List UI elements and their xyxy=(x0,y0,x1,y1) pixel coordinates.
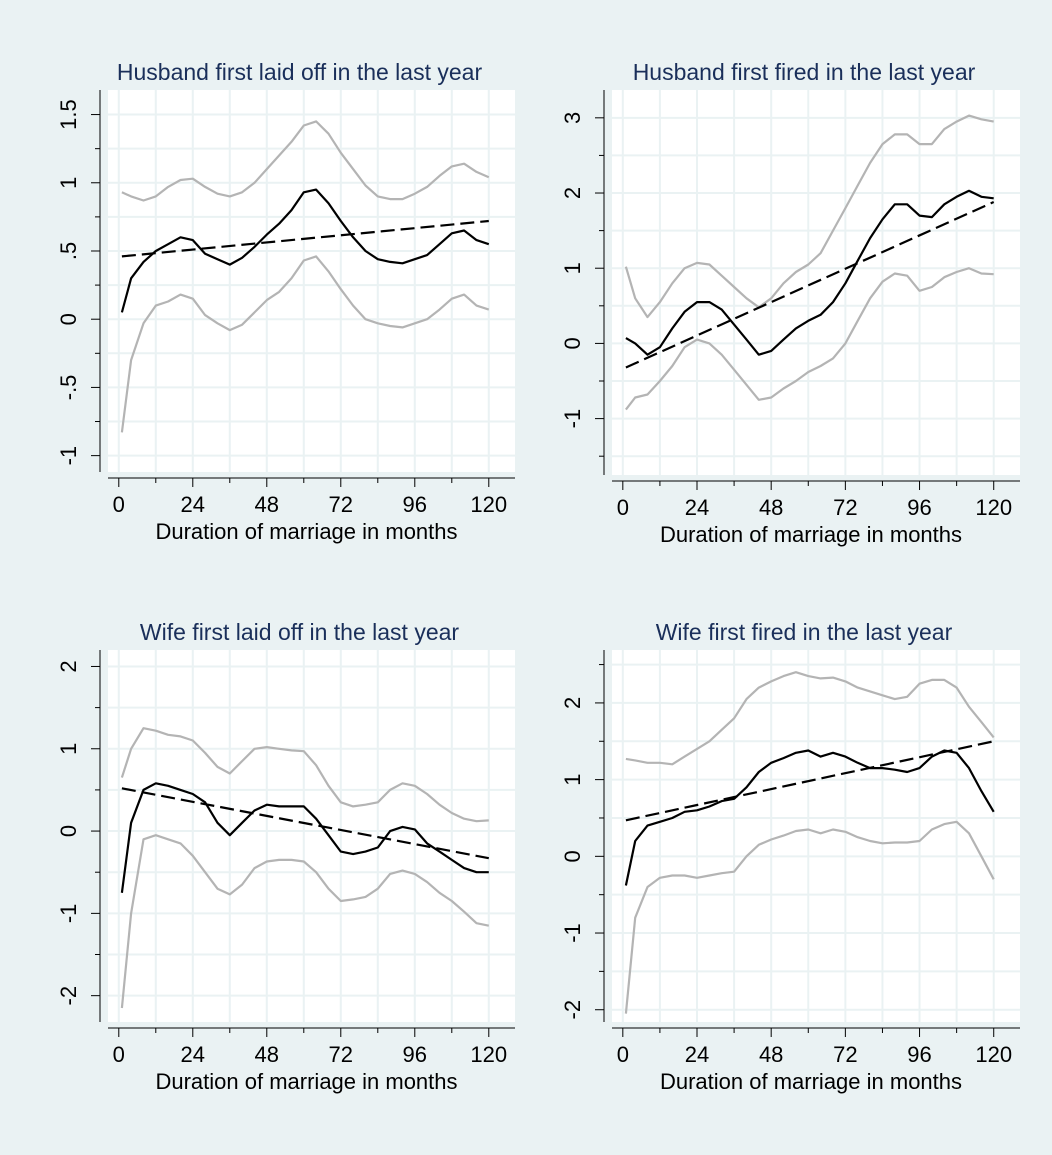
panel: 0 24 48 72 96 120 -2 -1 0 1 2 Duration of marriage … xyxy=(560,619,1020,1094)
plot-area xyxy=(108,650,515,1022)
y-tick-label: -1 xyxy=(560,923,585,943)
panel: 0 24 48 72 96 120 -1 0 1 2 3 Duration of marriage i… xyxy=(560,59,1020,547)
x-tick-label: 24 xyxy=(181,492,205,517)
fit-line xyxy=(625,200,995,369)
series-line xyxy=(625,267,994,411)
plot-area xyxy=(612,650,1020,1022)
x-axis-title: Duration of marriage in months xyxy=(155,519,457,544)
x-tick-label: 0 xyxy=(617,1042,629,1067)
x-tick-label: 96 xyxy=(907,1042,931,1067)
series-line xyxy=(121,120,490,202)
chart-title: Wife first fired in the last year xyxy=(656,619,953,645)
x-tick-label: 72 xyxy=(833,495,857,520)
x-tick-label: 120 xyxy=(470,492,507,517)
y-tick-label: -.5 xyxy=(56,375,81,401)
x-tick-label: 72 xyxy=(833,1042,857,1067)
series-line xyxy=(624,114,994,319)
series-line xyxy=(624,749,995,886)
y-tick-label: -2 xyxy=(560,1000,585,1020)
y-tick-label: 1.5 xyxy=(56,99,81,130)
x-tick-label: 0 xyxy=(617,495,629,520)
series-line xyxy=(625,671,995,766)
y-tick-label: -2 xyxy=(56,986,81,1006)
series-line xyxy=(120,727,489,823)
y-tick-label: 1 xyxy=(56,177,81,189)
y-tick-label: 2 xyxy=(56,660,81,672)
x-tick-label: 0 xyxy=(113,1042,125,1067)
y-tick-label: 0 xyxy=(560,337,585,349)
x-tick-label: 48 xyxy=(255,492,279,517)
x-tick-label: 72 xyxy=(329,1042,353,1067)
y-tick-label: -1 xyxy=(56,904,81,924)
y-tick-label: 1 xyxy=(56,743,81,755)
y-tick-label: 1 xyxy=(560,262,585,274)
x-tick-label: 24 xyxy=(181,1042,205,1067)
x-axis-title: Duration of marriage in months xyxy=(660,522,962,547)
panel: 0 24 48 72 96 120 -1 -.5 0 .5 1 1.5 Duration of marr… xyxy=(56,59,515,544)
y-tick-label: .5 xyxy=(56,242,81,260)
y-tick-label: -1 xyxy=(56,446,81,466)
y-tick-label: 0 xyxy=(56,825,81,837)
chart-title: Husband first fired in the last year xyxy=(633,59,976,85)
x-axis-title: Duration of marriage in months xyxy=(155,1069,457,1094)
x-tick-label: 48 xyxy=(759,495,783,520)
x-tick-label: 24 xyxy=(685,495,709,520)
x-tick-label: 96 xyxy=(403,492,427,517)
fit-line xyxy=(121,787,490,860)
series-line xyxy=(120,834,490,1009)
series-line xyxy=(120,782,489,893)
y-tick-label: 0 xyxy=(56,313,81,325)
series-line xyxy=(120,255,490,433)
y-tick-label: 0 xyxy=(560,850,585,862)
y-tick-label: 3 xyxy=(560,112,585,124)
fit-line xyxy=(625,740,994,822)
x-tick-label: 0 xyxy=(113,492,125,517)
y-tick-label: 2 xyxy=(560,187,585,199)
x-tick-label: 96 xyxy=(403,1042,427,1067)
y-tick-label: 1 xyxy=(560,773,585,785)
series-line xyxy=(624,820,995,1014)
panel: 0 24 48 72 96 120 -2 -1 0 1 2 Duration of marriage … xyxy=(56,619,515,1094)
x-tick-label: 120 xyxy=(975,1042,1012,1067)
y-tick-label: -1 xyxy=(560,409,585,429)
x-tick-label: 72 xyxy=(329,492,353,517)
chart-title: Wife first laid off in the last year xyxy=(140,619,459,645)
series-line xyxy=(625,189,994,356)
x-axis-title: Duration of marriage in months xyxy=(660,1069,962,1094)
x-tick-label: 48 xyxy=(255,1042,279,1067)
series-line xyxy=(120,188,490,313)
fit-line xyxy=(121,219,489,258)
x-tick-label: 96 xyxy=(907,495,931,520)
y-tick-label: 2 xyxy=(560,697,585,709)
x-tick-label: 120 xyxy=(470,1042,507,1067)
x-tick-label: 48 xyxy=(759,1042,783,1067)
x-tick-label: 24 xyxy=(685,1042,709,1067)
plot-area xyxy=(108,90,515,472)
chart-title: Husband first laid off in the last year xyxy=(117,59,483,85)
x-tick-label: 120 xyxy=(975,495,1012,520)
